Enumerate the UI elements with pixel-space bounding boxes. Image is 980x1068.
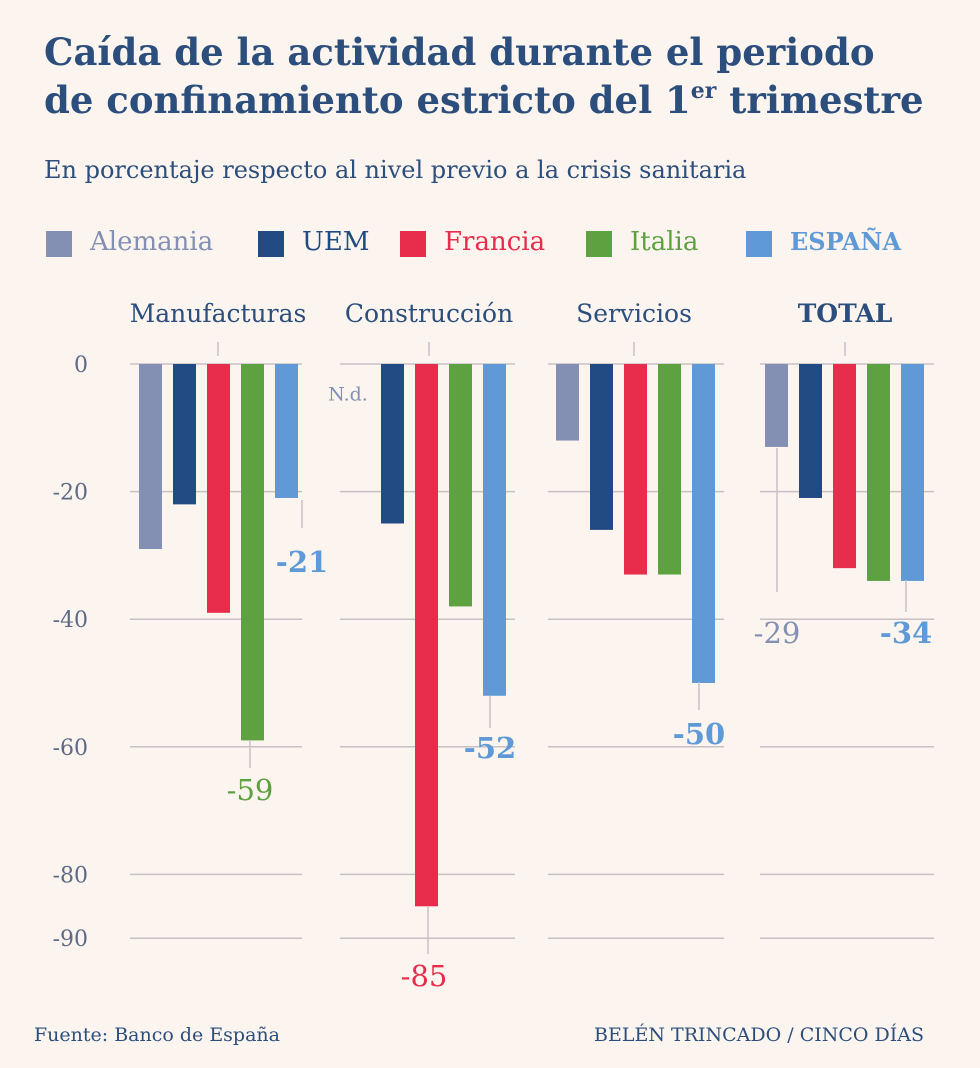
source-note: Fuente: Banco de España: [34, 1024, 280, 1046]
bar-italia-construccion: [449, 364, 472, 607]
y-tick-label-0: 0: [74, 353, 88, 378]
annotation-francia-construccion: -85: [401, 959, 448, 993]
bar-espana-manufacturas: [275, 364, 298, 498]
chart-subtitle: En porcentaje respecto al nivel previo a…: [44, 156, 747, 184]
legend-swatch-uem: [258, 231, 284, 257]
legend-swatch-espana: [746, 231, 772, 257]
bar-italia-servicios: [658, 364, 681, 575]
bar-uem-servicios: [590, 364, 613, 530]
bar-francia-manufacturas: [207, 364, 230, 613]
legend-label-alemania: Alemania: [90, 227, 214, 257]
group-label-servicios: Servicios: [576, 299, 692, 328]
group-label-total: TOTAL: [798, 299, 893, 328]
bar-uem-construccion: [381, 364, 404, 524]
legend-label-uem: UEM: [302, 227, 370, 257]
title-superscript: er: [690, 78, 717, 104]
title-line-2-suffix: trimestre: [716, 78, 924, 122]
title-line-2: de confinamiento estricto del 1er trimes…: [44, 78, 924, 122]
y-tick-label-20: -20: [53, 481, 88, 506]
bar-espana-total: [901, 364, 924, 581]
bar-italia-manufacturas: [241, 364, 264, 741]
label-nd: N.d.: [328, 383, 368, 405]
annotation-alemania-total: -29: [754, 616, 801, 650]
legend-label-italia: Italia: [630, 227, 699, 257]
group-label-manufacturas: Manufacturas: [130, 299, 307, 328]
y-tick-label-60: -60: [53, 736, 88, 761]
annotation-italia-manufacturas: -59: [227, 773, 274, 807]
bar-alemania-servicios: [556, 364, 579, 441]
chart-title: Caída de la actividad durante el periodo…: [44, 28, 964, 124]
bar-uem-manufacturas: [173, 364, 196, 505]
bar-francia-total: [833, 364, 856, 569]
title-line-1: Caída de la actividad durante el periodo: [44, 30, 875, 74]
bar-espana-servicios: [692, 364, 715, 683]
annotation-espana-servicios: -50: [673, 717, 725, 751]
bar-francia-servicios: [624, 364, 647, 575]
bar-alemania-manufacturas: [139, 364, 162, 550]
legend-label-francia: Francia: [444, 227, 546, 257]
annotation-espana-manufacturas: -21: [276, 545, 328, 579]
bar-espana-construccion: [483, 364, 506, 696]
legend-swatch-italia: [586, 231, 612, 257]
y-tick-label-40: -40: [53, 608, 88, 633]
y-tick-label-90: -90: [53, 927, 88, 952]
annotation-espana-construccion: -52: [464, 731, 516, 765]
bar-francia-construccion: [415, 364, 438, 907]
bar-chart: 0 -20 -40 -60 -80 -90 Manufacturas Construcción…: [53, 299, 934, 993]
group-label-construccion: Construcción: [345, 299, 513, 328]
legend-swatch-francia: [400, 231, 426, 257]
credit: BELÉN TRINCADO / CINCO DÍAS: [594, 1024, 924, 1046]
title-line-2-text: de confinamiento estricto del 1: [44, 78, 691, 122]
bar-italia-total: [867, 364, 890, 581]
annotation-espana-total: -34: [880, 616, 932, 650]
bar-alemania-total: [765, 364, 788, 447]
bar-uem-total: [799, 364, 822, 498]
legend-label-espana: ESPAÑA: [790, 227, 902, 256]
y-tick-label-80: -80: [53, 863, 88, 888]
legend-swatch-alemania: [46, 231, 72, 257]
